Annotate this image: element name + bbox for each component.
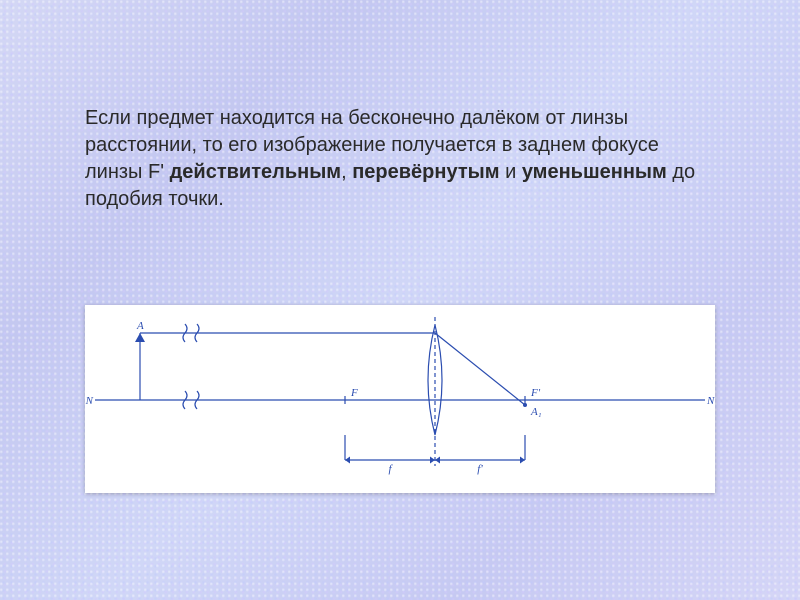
text-bold3: уменьшенным [522, 161, 667, 183]
explanation-text: Если предмет находится на бесконечно дал… [85, 105, 715, 213]
text-bold2: перевёрнутым [352, 161, 499, 183]
svg-text:f': f' [477, 463, 483, 475]
svg-text:f: f [388, 463, 393, 475]
lens-diagram: N N A F F' A₁ f f' [85, 305, 715, 493]
svg-text:N: N [85, 395, 94, 407]
text-sep2: и [500, 161, 522, 183]
svg-text:N: N [706, 395, 715, 407]
svg-text:A₁: A₁ [530, 406, 542, 418]
svg-text:F': F' [530, 387, 541, 399]
text-bold1: действительным [170, 161, 342, 183]
lens-svg: N N A F F' A₁ f f' [85, 305, 715, 493]
svg-text:F: F [350, 387, 358, 399]
svg-text:A: A [136, 320, 144, 332]
text-sep1: , [341, 161, 352, 183]
slide: Если предмет находится на бесконечно дал… [0, 0, 800, 600]
